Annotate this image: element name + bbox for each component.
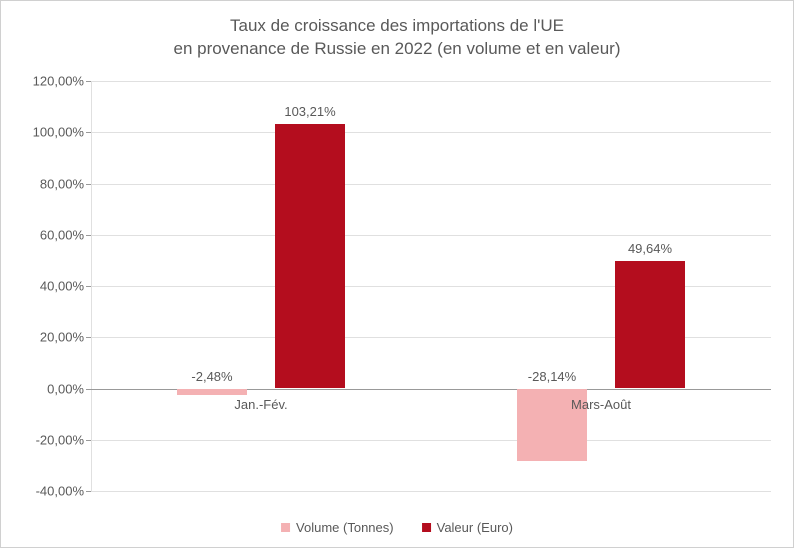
y-tick <box>86 286 91 287</box>
chart-title-line1: Taux de croissance des importations de l… <box>1 15 793 38</box>
legend-label-valeur: Valeur (Euro) <box>437 520 513 535</box>
gridline <box>91 440 771 441</box>
y-tick-label: -20,00% <box>19 432 84 447</box>
y-tick-label: 120,00% <box>19 74 84 89</box>
y-tick <box>86 184 91 185</box>
y-tick-label: 40,00% <box>19 279 84 294</box>
bar-value-label: 49,64% <box>628 241 672 256</box>
chart-title-line2: en provenance de Russie en 2022 (en volu… <box>1 38 793 61</box>
gridline <box>91 81 771 82</box>
legend: Volume (Tonnes) Valeur (Euro) <box>281 520 513 535</box>
legend-item-volume: Volume (Tonnes) <box>281 520 394 535</box>
bar <box>177 389 247 395</box>
y-tick-label: 100,00% <box>19 125 84 140</box>
chart-container: Taux de croissance des importations de l… <box>0 0 794 548</box>
legend-label-volume: Volume (Tonnes) <box>296 520 394 535</box>
legend-swatch-volume <box>281 523 290 532</box>
y-tick <box>86 81 91 82</box>
y-tick-label: -40,00% <box>19 484 84 499</box>
gridline <box>91 235 771 236</box>
gridline <box>91 132 771 133</box>
y-tick <box>86 337 91 338</box>
bar-value-label: -2,48% <box>191 369 232 384</box>
y-tick <box>86 491 91 492</box>
gridline <box>91 491 771 492</box>
x-category-label: Jan.-Fév. <box>234 397 287 412</box>
y-tick <box>86 440 91 441</box>
bar <box>275 124 345 388</box>
y-tick <box>86 235 91 236</box>
y-tick-label: 80,00% <box>19 176 84 191</box>
x-category-label: Mars-Août <box>571 397 631 412</box>
y-tick <box>86 132 91 133</box>
bar-value-label: 103,21% <box>284 104 335 119</box>
gridline <box>91 184 771 185</box>
legend-swatch-valeur <box>422 523 431 532</box>
y-tick-label: 60,00% <box>19 227 84 242</box>
bar <box>615 261 685 388</box>
plot-area: -40,00%-20,00%0,00%20,00%40,00%60,00%80,… <box>91 81 771 491</box>
bar-value-label: -28,14% <box>528 369 576 384</box>
legend-item-valeur: Valeur (Euro) <box>422 520 513 535</box>
chart-title: Taux de croissance des importations de l… <box>1 15 793 61</box>
y-tick-label: 20,00% <box>19 330 84 345</box>
y-tick-label: 0,00% <box>19 381 84 396</box>
